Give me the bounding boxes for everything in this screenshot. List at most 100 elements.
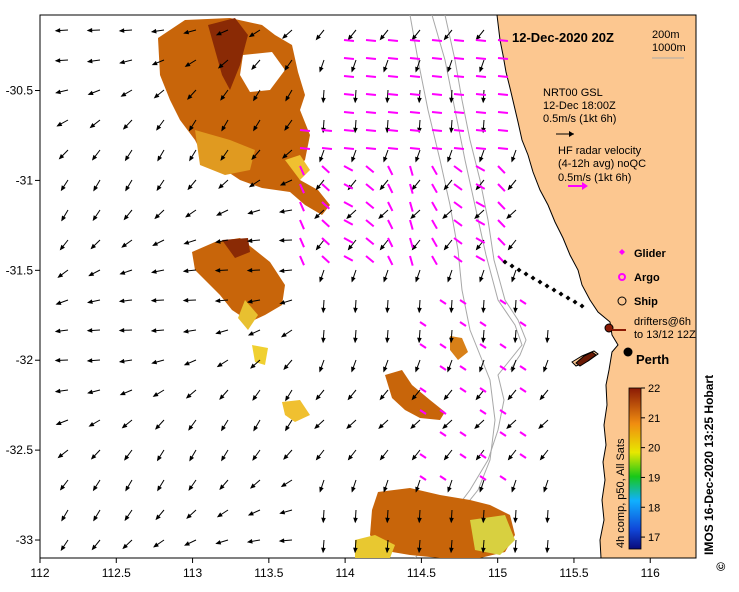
radar-arrow — [409, 111, 421, 114]
radar-arrow — [387, 183, 394, 194]
radar-arrow — [365, 129, 377, 132]
model-arrowhead — [124, 155, 130, 162]
radar-arrow — [365, 201, 375, 210]
radar-arrow — [453, 111, 465, 114]
argo-icon — [618, 273, 626, 281]
colorbar-tick-label: 19 — [648, 472, 660, 484]
radar-arrow — [343, 147, 355, 150]
radar-arrow — [431, 129, 443, 132]
radar-arrow — [431, 165, 438, 176]
model-arrowhead — [284, 425, 290, 432]
model-arrowhead — [86, 58, 93, 64]
radar-arrow — [299, 219, 305, 230]
model-arrowhead — [218, 183, 224, 189]
model-arrowhead — [221, 455, 226, 462]
glider-icon — [619, 249, 625, 255]
radar-arrow — [475, 255, 486, 262]
model-arrowhead — [353, 307, 358, 314]
model-arrowhead — [156, 185, 162, 191]
model-arrowhead — [507, 244, 513, 251]
model-arrowhead — [151, 60, 158, 66]
radar-arrow — [321, 147, 333, 150]
radar-arrow — [479, 387, 487, 393]
model-arrowhead — [219, 394, 225, 400]
model-arrowhead — [319, 366, 324, 373]
drifters-legend-2: to 13/12 12Z — [634, 329, 696, 341]
model-arrowhead — [417, 517, 422, 524]
model-arrowhead — [156, 455, 162, 462]
model-arrowhead — [314, 213, 320, 219]
model-arrowhead — [513, 547, 518, 554]
model-arrowhead — [481, 517, 486, 524]
model-arrowhead — [278, 538, 285, 543]
model-arrowhead — [279, 509, 286, 515]
radar-scale-arrowhead — [582, 182, 588, 190]
model-arrowhead — [353, 127, 358, 134]
radar-arrow — [499, 431, 507, 437]
radar-arrow — [431, 39, 443, 42]
model-arrowhead — [511, 366, 516, 373]
radar-arrow — [453, 39, 465, 42]
glider-position — [544, 283, 550, 289]
model-arrowhead — [122, 124, 129, 130]
model-arrowhead — [252, 395, 258, 401]
model-arrowhead — [280, 332, 287, 338]
radar-arrow — [475, 129, 487, 132]
model-arrowhead — [321, 547, 326, 554]
radar-arrow — [497, 111, 509, 114]
x-tick-label: 114 — [336, 566, 355, 580]
model-arrowhead — [545, 517, 550, 524]
model-arrowhead — [279, 181, 286, 186]
radar-arrow — [479, 453, 487, 459]
model-arrowhead — [156, 124, 162, 131]
radar-arrow — [497, 201, 506, 210]
glider-position — [530, 275, 536, 281]
model-arrowhead — [538, 423, 544, 429]
model-arrowhead — [443, 394, 449, 401]
x-tick-label: 112 — [30, 566, 49, 580]
radar-arrow — [519, 387, 527, 393]
radar-arrow — [365, 93, 377, 96]
radar-arrow — [475, 183, 486, 190]
y-tick-label: -30.5 — [6, 84, 34, 98]
x-tick-label: 116 — [641, 566, 660, 580]
model-time: 12-Dec 18:00Z — [543, 100, 616, 112]
model-arrowhead — [315, 184, 321, 191]
model-arrowhead — [379, 184, 385, 191]
radar-arrow — [431, 57, 443, 60]
model-arrowhead — [353, 337, 358, 344]
model-arrowhead — [189, 455, 195, 462]
radar-arrow — [419, 475, 427, 481]
model-arrowhead — [321, 307, 326, 314]
y-axis: -30.5 -31 -31.5 -32 -32.5 -33 — [6, 84, 40, 547]
radar-arrow — [475, 111, 487, 114]
model-arrowhead — [507, 184, 513, 191]
copyright-symbol: © — [714, 562, 728, 571]
model-arrowhead — [184, 62, 191, 67]
radar-arrow — [459, 431, 467, 437]
radar-arrow — [365, 39, 377, 42]
model-arrowhead — [119, 390, 126, 396]
model-arrowhead — [122, 543, 128, 550]
model-arrowhead — [415, 66, 420, 73]
radar-arrow — [459, 453, 467, 459]
glider-position — [572, 299, 578, 305]
model-arrowhead — [417, 307, 422, 314]
model-arrowhead — [220, 155, 226, 161]
model-arrowhead — [120, 91, 127, 97]
model-arrowhead — [383, 66, 388, 73]
radar-arrow — [439, 299, 447, 305]
colorbar-tick-label: 22 — [648, 383, 660, 395]
model-arrowhead — [410, 423, 416, 429]
radar-arrow — [453, 201, 463, 209]
radar-arrow — [439, 431, 447, 437]
model-arrowhead — [54, 58, 61, 63]
model-arrowhead — [253, 425, 259, 432]
model-arrowhead — [379, 454, 385, 461]
radar-arrow — [475, 93, 487, 96]
model-arrowhead — [154, 213, 160, 220]
model-arrowhead — [87, 299, 93, 304]
model-arrowhead — [410, 213, 416, 219]
colorbar-tick-label: 21 — [648, 413, 660, 425]
radar-arrow — [497, 129, 509, 132]
